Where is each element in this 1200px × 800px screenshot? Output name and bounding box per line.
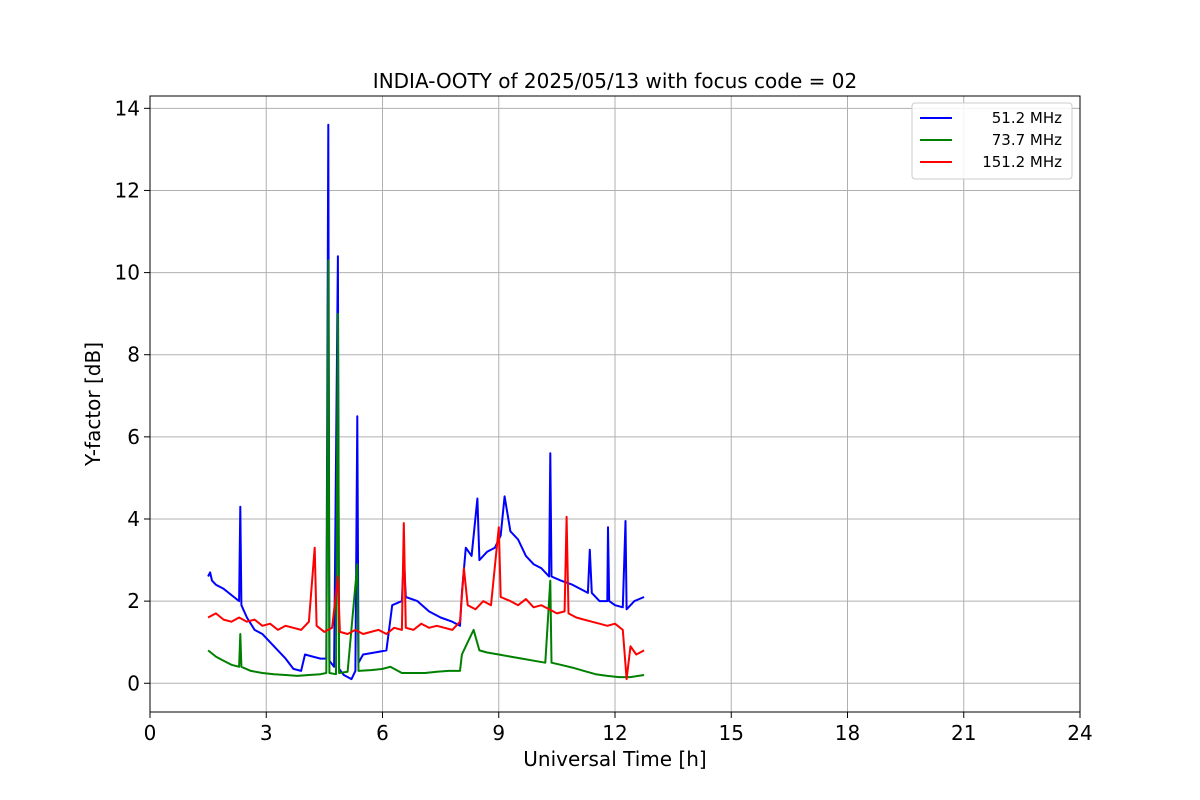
- x-tick-label: 6: [376, 721, 389, 745]
- series-line-2: [207, 515, 645, 681]
- x-tick-label: 3: [260, 721, 273, 745]
- y-tick-label: 0: [127, 671, 140, 695]
- x-axis-ticks: 0 3 6 9 12 15 18 21 24: [144, 712, 1093, 745]
- x-axis-label: Universal Time [h]: [523, 747, 706, 771]
- y-tick-label: 8: [127, 343, 140, 367]
- y-tick-label: 2: [127, 589, 140, 613]
- x-tick-label: 18: [835, 721, 860, 745]
- series-line-1: [207, 259, 645, 679]
- y-tick-label: 10: [115, 261, 140, 285]
- legend-entry: 51.2 MHz: [992, 109, 1062, 127]
- legend-box: [911, 102, 1073, 180]
- series-line-0: [207, 123, 645, 681]
- legend: 51.2 MHz 73.7 MHz 151.2 MHz: [911, 102, 1073, 180]
- x-tick-label: 15: [719, 721, 744, 745]
- legend-entry: 151.2 MHz: [982, 153, 1062, 171]
- x-tick-label: 9: [492, 721, 505, 745]
- chart-title: INDIA-OOTY of 2025/05/13 with focus code…: [373, 69, 857, 93]
- y-tick-label: 4: [127, 507, 140, 531]
- x-tick-label: 21: [951, 721, 976, 745]
- x-tick-label: 0: [144, 721, 157, 745]
- y-tick-label: 6: [127, 425, 140, 449]
- y-tick-label: 12: [115, 178, 140, 202]
- y-tick-label: 14: [115, 96, 140, 120]
- legend-entry: 73.7 MHz: [992, 131, 1062, 149]
- x-tick-label: 24: [1067, 721, 1092, 745]
- y-axis-label: Y-factor [dB]: [81, 342, 105, 467]
- y-axis-ticks: 0 2 4 6 8 10 12 14: [115, 96, 150, 695]
- series-lines: [207, 123, 645, 681]
- x-tick-label: 12: [602, 721, 627, 745]
